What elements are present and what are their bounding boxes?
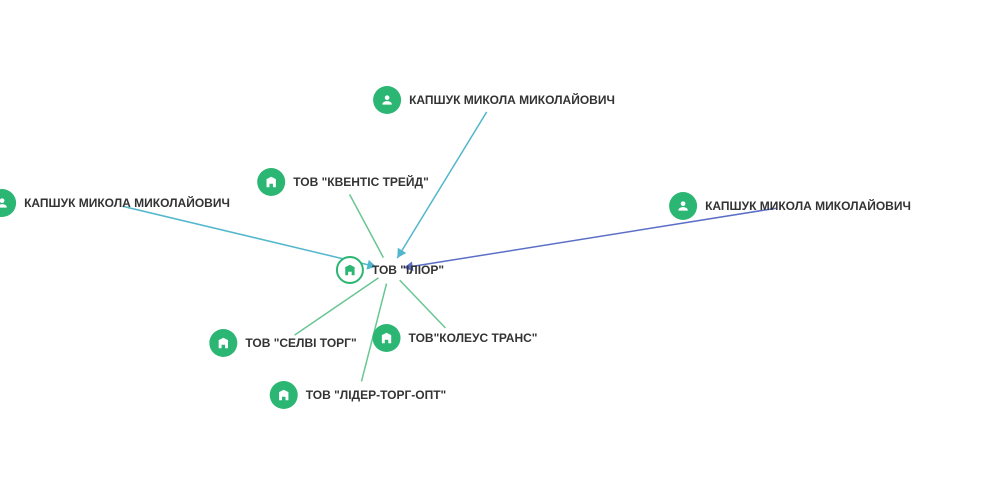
node-label: КАПШУК МИКОЛА МИКОЛАЙОВИЧ <box>24 196 230 210</box>
edge <box>350 194 384 257</box>
edge <box>400 280 446 328</box>
person-icon <box>0 189 16 217</box>
graph-node-koleus[interactable]: ТОВ"КОЛЕУС ТРАНС" <box>373 324 538 352</box>
building-icon <box>257 168 285 196</box>
node-label: ТОВ "ІЛІОР" <box>372 263 444 277</box>
graph-node-p_right[interactable]: КАПШУК МИКОЛА МИКОЛАЙОВИЧ <box>669 192 911 220</box>
node-label: ТОВ "КВЕНТІС ТРЕЙД" <box>293 175 429 189</box>
person-icon <box>669 192 697 220</box>
building-icon <box>209 329 237 357</box>
node-label: КАПШУК МИКОЛА МИКОЛАЙОВИЧ <box>705 199 911 213</box>
graph-node-p_left[interactable]: КАПШУК МИКОЛА МИКОЛАЙОВИЧ <box>0 189 230 217</box>
graph-node-kventis[interactable]: ТОВ "КВЕНТІС ТРЕЙД" <box>257 168 429 196</box>
network-graph[interactable]: ТОВ "ІЛІОР" ТОВ "КВЕНТІС ТРЕЙД" ТОВ"КОЛЕУС… <box>0 0 983 501</box>
node-label: ТОВ"КОЛЕУС ТРАНС" <box>409 331 538 345</box>
node-label: КАПШУК МИКОЛА МИКОЛАЙОВИЧ <box>409 93 615 107</box>
edge <box>295 278 379 335</box>
node-label: ТОВ "СЕЛВІ ТОРГ" <box>245 336 356 350</box>
graph-node-p_top[interactable]: КАПШУК МИКОЛА МИКОЛАЙОВИЧ <box>373 86 615 114</box>
building-icon <box>336 256 364 284</box>
graph-node-selvi[interactable]: ТОВ "СЕЛВІ ТОРГ" <box>209 329 356 357</box>
building-icon <box>373 324 401 352</box>
graph-node-center[interactable]: ТОВ "ІЛІОР" <box>336 256 444 284</box>
edges-layer <box>0 0 983 501</box>
graph-node-lider[interactable]: ТОВ "ЛІДЕР-ТОРГ-ОПТ" <box>270 381 447 409</box>
person-icon <box>373 86 401 114</box>
node-label: ТОВ "ЛІДЕР-ТОРГ-ОПТ" <box>306 388 447 402</box>
building-icon <box>270 381 298 409</box>
